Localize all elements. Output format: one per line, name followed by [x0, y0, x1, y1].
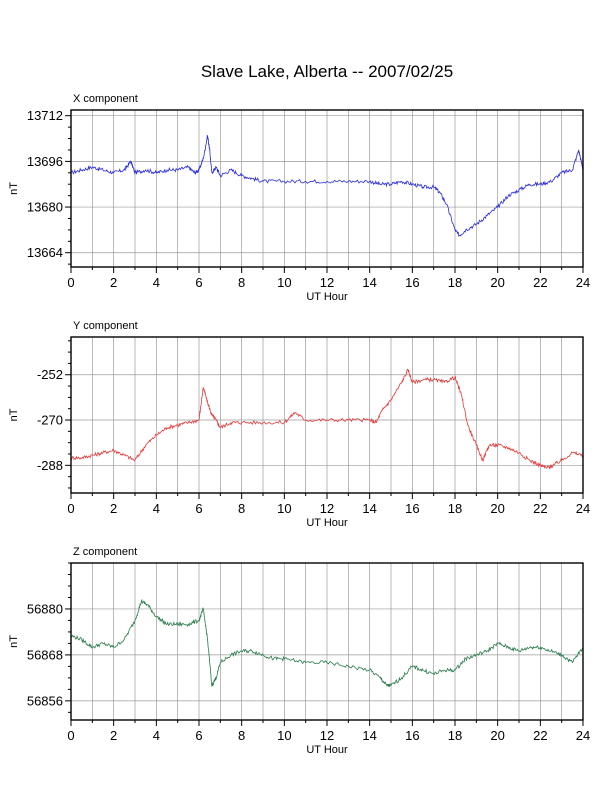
- x-axis-label: UT Hour: [306, 517, 348, 529]
- x-axis-label: UT Hour: [306, 291, 348, 303]
- x-tick-label: 16: [405, 275, 419, 290]
- x-tick-label: 18: [448, 728, 462, 743]
- x-tick-label: 8: [238, 275, 245, 290]
- x-tick-label: 6: [195, 728, 202, 743]
- y-tick-label: -252: [37, 367, 63, 382]
- y-axis-label: nT: [8, 408, 20, 421]
- x-tick-label: 10: [277, 728, 291, 743]
- x-tick-label: 2: [110, 275, 117, 290]
- y-tick-label: -288: [37, 458, 63, 473]
- y-tick-label: 13680: [27, 200, 63, 215]
- panel-label: X component: [73, 93, 138, 105]
- x-tick-label: 10: [277, 501, 291, 516]
- x-tick-label: 6: [195, 275, 202, 290]
- x-tick-label: 24: [576, 275, 590, 290]
- x-tick-label: 12: [320, 275, 334, 290]
- x-tick-label: 20: [490, 728, 504, 743]
- x-tick-label: 6: [195, 501, 202, 516]
- y-tick-label: 13664: [27, 245, 63, 260]
- series-line: [70, 134, 584, 237]
- x-tick-label: 24: [576, 501, 590, 516]
- series-line: [70, 598, 584, 688]
- y-axis-label: nT: [8, 182, 20, 195]
- x-tick-label: 22: [533, 275, 547, 290]
- x-tick-label: 14: [362, 275, 376, 290]
- panel-label: Z component: [73, 546, 137, 558]
- x-tick-label: 20: [490, 501, 504, 516]
- x-tick-label: 22: [533, 728, 547, 743]
- y-tick-label: 56868: [27, 647, 63, 662]
- x-tick-label: 14: [362, 501, 376, 516]
- x-tick-label: 0: [67, 501, 74, 516]
- x-tick-label: 18: [448, 275, 462, 290]
- x-tick-label: 4: [153, 275, 160, 290]
- x-tick-label: 0: [67, 275, 74, 290]
- x-tick-label: 24: [576, 728, 590, 743]
- x-tick-label: 18: [448, 501, 462, 516]
- x-tick-label: 10: [277, 275, 291, 290]
- y-tick-label: 56880: [27, 601, 63, 616]
- x-tick-label: 16: [405, 501, 419, 516]
- y-tick-label: -270: [37, 413, 63, 428]
- y-tick-label: 56856: [27, 693, 63, 708]
- x-tick-label: 22: [533, 501, 547, 516]
- y-tick-label: 13696: [27, 154, 63, 169]
- x-tick-label: 12: [320, 501, 334, 516]
- x-tick-label: 4: [153, 501, 160, 516]
- x-tick-label: 14: [362, 728, 376, 743]
- x-tick-label: 8: [238, 501, 245, 516]
- x-tick-label: 2: [110, 501, 117, 516]
- y-axis-label: nT: [8, 635, 20, 648]
- x-tick-label: 12: [320, 728, 334, 743]
- x-tick-label: 4: [153, 728, 160, 743]
- x-axis-label: UT Hour: [306, 744, 348, 756]
- panel-label: Y component: [73, 320, 138, 332]
- x-tick-label: 0: [67, 728, 74, 743]
- x-tick-label: 20: [490, 275, 504, 290]
- x-tick-label: 16: [405, 728, 419, 743]
- x-tick-label: 2: [110, 728, 117, 743]
- x-tick-label: 8: [238, 728, 245, 743]
- series-line: [70, 368, 584, 470]
- figure-title: Slave Lake, Alberta -- 2007/02/25: [201, 62, 453, 81]
- y-tick-label: 13712: [27, 108, 63, 123]
